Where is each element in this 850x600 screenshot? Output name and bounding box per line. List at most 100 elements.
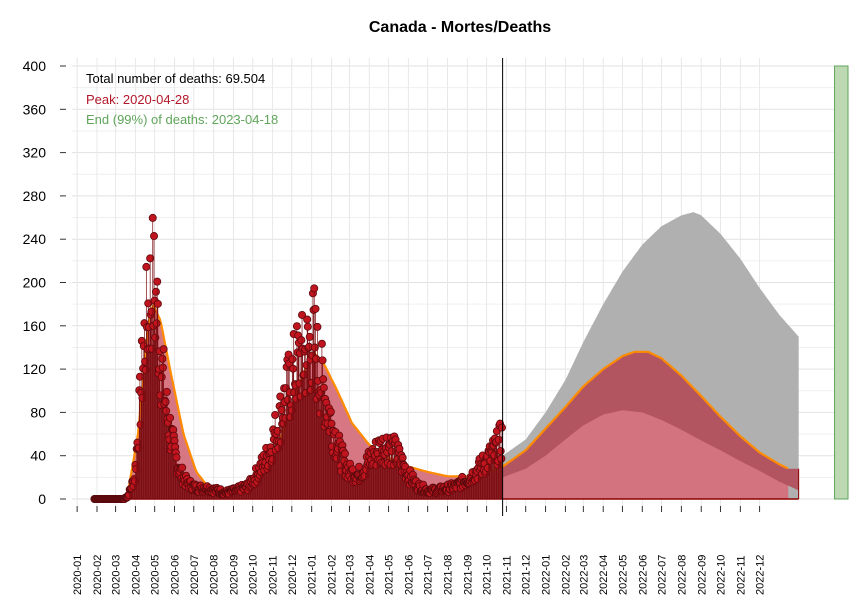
observed-point: [172, 453, 181, 462]
x-tick-label: 2022-06: [637, 555, 649, 595]
x-tick-label: 2021-01: [307, 555, 319, 595]
y-tick-label: 120: [23, 361, 47, 377]
x-tick-label: 2021-04: [364, 555, 376, 595]
x-tick-label: 2021-08: [443, 555, 455, 595]
x-tick-label: 2022-10: [715, 555, 727, 595]
x-tick-label: 2022-09: [696, 555, 708, 595]
x-tick-label: 2020-02: [92, 555, 104, 595]
observed-point: [313, 322, 322, 331]
x-tick-label: 2022-08: [676, 555, 688, 595]
x-tick-label: 2021-06: [403, 555, 415, 595]
observed-point: [311, 304, 320, 313]
x-tick-label: 2022-12: [755, 555, 767, 595]
observed-point: [277, 406, 286, 415]
observed-point: [288, 355, 297, 364]
observed-point: [319, 383, 328, 392]
x-tick-label: 2022-11: [735, 555, 747, 595]
observed-point: [310, 343, 319, 352]
observed-point: [326, 407, 335, 416]
observed-point: [147, 307, 156, 316]
axes: 2020-01 2020-02 2020-03 2020-04 2020-05 2020-…: [23, 58, 767, 595]
y-tick-label: 360: [23, 101, 47, 117]
annotation-total: Total number of deaths: 69.504: [86, 71, 265, 86]
x-tick-label: 2020-04: [130, 555, 142, 595]
observed-point: [166, 413, 175, 422]
x-tick-label: 2020-12: [287, 555, 299, 595]
x-tick-label: 2020-07: [189, 555, 201, 595]
x-tick-label: 2020-08: [209, 555, 221, 595]
observed-point: [162, 387, 171, 396]
observed-point: [142, 262, 151, 271]
y-tick-label: 240: [23, 231, 47, 247]
observed-point: [310, 284, 319, 293]
observed-point: [494, 435, 503, 444]
y-tick-label: 320: [23, 145, 47, 161]
observed-point: [157, 373, 166, 382]
y-tick-label: 80: [30, 404, 46, 420]
x-tick-label: 2021-03: [344, 555, 356, 595]
observed-point: [289, 364, 298, 373]
observed-point: [158, 354, 167, 363]
y-tick-label: 200: [23, 275, 47, 291]
x-tick-label: 2021-02: [327, 555, 339, 595]
observed-point: [312, 354, 321, 363]
y-tick-label: 160: [23, 318, 47, 334]
x-tick-label: 2022-03: [578, 555, 590, 595]
x-tick-label: 2020-03: [111, 555, 123, 595]
observed-point: [318, 356, 327, 365]
observed-point: [292, 322, 301, 331]
observed-point: [161, 397, 170, 406]
observed-point: [317, 339, 326, 348]
observed-point: [327, 419, 336, 428]
projection-band-area: [502, 351, 799, 491]
observed-point: [152, 319, 161, 328]
x-tick-label: 2022-05: [617, 555, 629, 595]
y-tick-label: 280: [23, 188, 47, 204]
observed-point: [303, 322, 312, 331]
observed-point: [148, 213, 157, 222]
observed-point: [297, 336, 306, 345]
observed-point: [151, 287, 160, 296]
x-tick-label: 2020-10: [248, 555, 260, 595]
data-points: [90, 213, 506, 503]
observed-point: [303, 315, 312, 324]
observed-point: [398, 453, 407, 462]
end-bar: [834, 65, 849, 500]
x-tick-label: 2021-12: [521, 555, 533, 595]
x-tick-label: 2020-11: [268, 555, 280, 595]
x-tick-label: 2021-10: [482, 555, 494, 595]
x-tick-label: 2020-05: [150, 555, 162, 595]
x-tick-label: 2022-07: [657, 555, 669, 595]
observed-point: [150, 232, 159, 241]
annotation-end: End (99%) of deaths: 2023-04-18: [86, 112, 278, 127]
x-tick-label: 2021-07: [423, 555, 435, 595]
observed-point: [271, 410, 280, 419]
x-tick-label: 2022-04: [598, 555, 610, 595]
observed-point: [298, 310, 307, 319]
y-tick-label: 0: [38, 491, 46, 507]
x-tick-label: 2020-06: [170, 555, 182, 595]
observed-point: [305, 332, 314, 341]
y-tick-label: 400: [23, 58, 47, 74]
observed-point: [340, 449, 349, 458]
observed-point: [497, 423, 506, 432]
observed-point: [319, 375, 328, 384]
observed-point: [178, 463, 187, 472]
observed-point: [162, 406, 171, 415]
x-tick-label: 2021-11: [501, 555, 513, 595]
x-tick-label: 2021-09: [462, 555, 474, 595]
observed-point: [153, 277, 162, 286]
observed-point: [497, 454, 506, 463]
observed-point: [135, 372, 144, 381]
x-tick-label: 2020-09: [228, 555, 240, 595]
observed-point: [159, 345, 168, 354]
chart-title: Canada - Mortes/Deaths: [369, 19, 551, 36]
observed-point: [496, 447, 505, 456]
x-tick-label: 2022-02: [560, 555, 572, 595]
y-tick-label: 40: [30, 448, 46, 464]
annotation-peak: Peak: 2020-04-28: [86, 92, 189, 107]
x-tick-label: 2021-05: [384, 555, 396, 595]
x-tick-label: 2022-01: [541, 555, 553, 595]
observed-point: [153, 299, 162, 308]
